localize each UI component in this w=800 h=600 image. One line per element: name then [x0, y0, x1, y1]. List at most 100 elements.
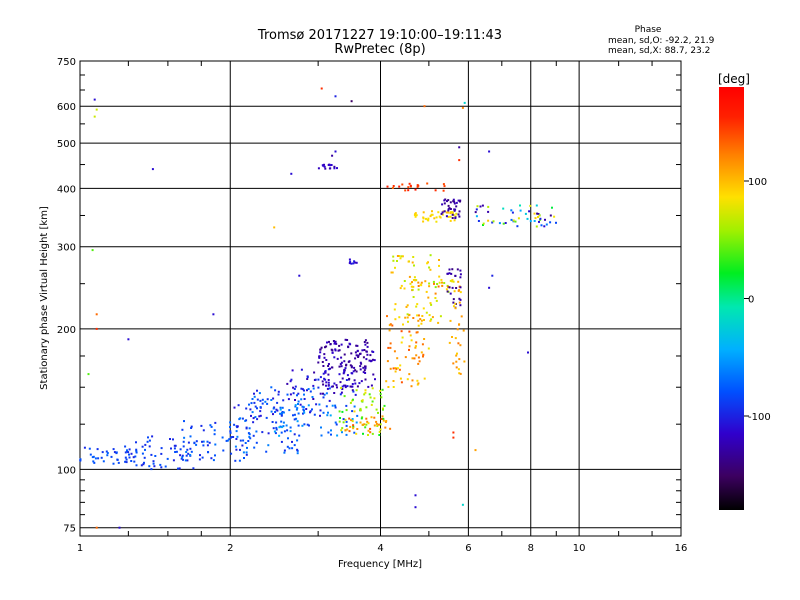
data-point — [355, 421, 358, 424]
data-point — [180, 457, 183, 460]
data-point — [413, 279, 416, 282]
data-point — [409, 282, 412, 285]
colorbar-tick-label: -100 — [748, 412, 771, 423]
data-point — [491, 221, 494, 224]
data-point — [133, 460, 136, 463]
data-point — [504, 222, 507, 224]
data-point — [319, 392, 322, 395]
data-point — [225, 439, 228, 442]
x-axis: 1 2 4 6 8 10 16 — [77, 61, 687, 554]
data-point — [543, 225, 546, 228]
data-point — [115, 451, 118, 454]
data-point — [459, 200, 461, 203]
data-point — [409, 334, 412, 337]
data-point — [452, 198, 455, 201]
data-point — [440, 212, 443, 215]
data-point — [202, 429, 205, 432]
data-point — [366, 345, 369, 348]
data-point — [277, 390, 280, 393]
data-point — [533, 220, 536, 222]
data-point — [297, 403, 299, 405]
data-point — [421, 343, 424, 346]
colorbar-tick-label: 100 — [748, 177, 767, 188]
data-point — [415, 214, 418, 217]
data-point — [341, 385, 344, 388]
data-point — [235, 448, 238, 451]
data-point — [435, 216, 438, 219]
data-point — [331, 154, 334, 157]
data-point — [319, 414, 321, 417]
data-point — [374, 378, 376, 381]
data-point — [272, 397, 275, 400]
data-point — [252, 434, 255, 437]
data-point — [261, 431, 264, 434]
data-point — [382, 417, 385, 420]
data-point — [363, 423, 366, 426]
data-point — [293, 444, 296, 447]
chart-subtitle: RwPretec (8p) — [334, 42, 425, 57]
data-point — [453, 202, 456, 205]
data-point — [195, 440, 198, 443]
data-point — [172, 438, 174, 441]
data-point — [457, 368, 460, 371]
data-point — [248, 427, 251, 430]
data-point — [455, 205, 458, 208]
data-point — [340, 356, 343, 359]
data-point — [94, 457, 97, 460]
data-point — [404, 316, 407, 319]
data-point — [198, 458, 201, 461]
data-point — [340, 391, 343, 394]
data-point — [400, 330, 403, 333]
data-point — [344, 367, 347, 370]
data-point — [229, 431, 232, 434]
data-point — [392, 185, 395, 187]
y-tick-label: 100 — [57, 465, 76, 476]
data-point — [458, 301, 461, 304]
data-point — [271, 421, 274, 423]
data-point — [400, 341, 403, 344]
data-point — [452, 200, 455, 203]
x-tick-label: 2 — [227, 543, 233, 554]
data-point — [406, 313, 409, 316]
data-point — [350, 352, 353, 355]
data-point — [394, 318, 397, 321]
data-point — [303, 423, 306, 426]
data-point — [280, 414, 283, 417]
data-point — [448, 341, 451, 344]
data-point — [151, 168, 154, 171]
data-point — [117, 461, 120, 464]
data-point — [408, 314, 411, 317]
data-point — [545, 223, 548, 226]
data-point — [333, 342, 336, 345]
data-point — [510, 209, 513, 212]
data-point — [96, 448, 99, 451]
data-point — [210, 457, 213, 460]
data-point — [399, 257, 402, 260]
data-point — [312, 384, 315, 387]
data-point — [279, 408, 282, 411]
data-point — [93, 98, 96, 101]
data-point — [516, 225, 519, 228]
data-point — [488, 150, 491, 153]
data-point — [327, 379, 330, 381]
data-point — [319, 409, 322, 412]
data-point — [424, 280, 427, 283]
data-point — [350, 100, 353, 103]
data-point — [417, 314, 420, 317]
data-point — [394, 266, 396, 269]
data-point — [376, 425, 379, 427]
data-point — [247, 440, 250, 442]
data-point — [377, 411, 379, 414]
data-point — [343, 353, 346, 356]
data-point — [371, 400, 374, 403]
data-point — [382, 407, 384, 410]
data-point — [359, 368, 362, 371]
data-point — [135, 441, 137, 444]
data-point — [396, 255, 399, 257]
data-point — [416, 331, 419, 334]
data-point — [295, 417, 298, 420]
data-point — [214, 421, 217, 424]
data-point — [372, 373, 375, 376]
data-point — [278, 426, 281, 429]
